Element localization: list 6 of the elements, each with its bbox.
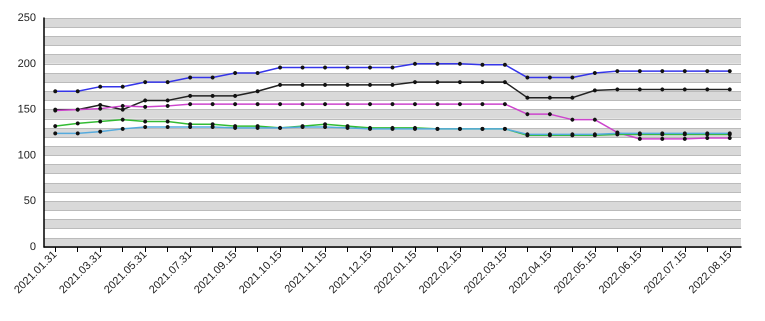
y-tick-label: 250: [18, 12, 36, 24]
y-tick-label: 50: [24, 195, 36, 208]
y-tick-label: 100: [18, 149, 36, 162]
y-tick-label: 200: [18, 58, 36, 70]
y-tick-label: 0: [30, 241, 36, 253]
y-tick-label: 150: [18, 104, 36, 116]
